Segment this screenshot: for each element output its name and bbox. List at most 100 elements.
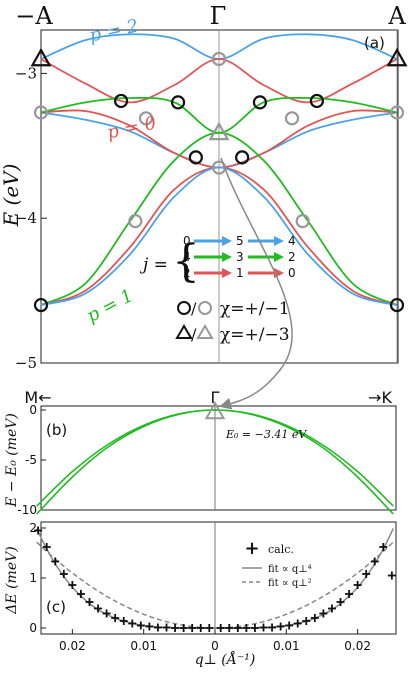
panel-b-y-ticks: 0 -5 -10 [17, 403, 46, 517]
calc-point [387, 571, 396, 580]
j-row-arrowhead-1 [222, 268, 232, 278]
panel-b-ylabel: E − E₀ (meV) [4, 413, 20, 508]
panel-b-curves [36, 409, 394, 515]
panel-b-top-label-left: M← [24, 388, 51, 407]
j-row-from: 2 [183, 266, 191, 280]
calc-point [42, 543, 51, 551]
legend-quartic-label: fit ∝ q⊥⁴ [268, 564, 312, 575]
panel-c-xtick-label: 0.02 [59, 639, 86, 653]
calc-point [94, 604, 103, 613]
marker-circle-grey [284, 111, 300, 126]
panel-c-ytick-label: 1 [29, 571, 37, 585]
band-curve-7 [40, 166, 398, 306]
chi-legend-slash-2: / [191, 325, 197, 344]
marker-circle-grey [389, 105, 405, 120]
chi-legend-label-1: χ=+/−1 [220, 299, 290, 319]
j-row-arrowhead-2 [274, 252, 284, 262]
marker-circle-dark [235, 150, 250, 165]
marker-triangle-dark [386, 47, 408, 67]
marker-triangle-grey [208, 121, 230, 141]
panel-c: ΔE (meV) 2 1 0 0.02 0.01 0 0.01 0.02 (c) q⊥ (Å⁻… [4, 521, 397, 668]
chi-legend-label-3: χ=+/−3 [220, 325, 290, 345]
panel-a-top-label-left: −A [15, 2, 53, 30]
panel-a-y-ticks: −3 −4 −5 [15, 64, 47, 372]
calc-point [310, 614, 319, 622]
panel-a: −A Γ A E (eV) −3 −4 −5 (a) p = 2p = 0p = 1… [0, 2, 408, 372]
legend-calc-label: calc. [268, 543, 294, 556]
calc-point [179, 624, 188, 632]
panel-b-ytick-label: 0 [29, 403, 37, 417]
j-row-arrowhead-2 [274, 236, 284, 246]
j-row-mid: 1 [236, 266, 244, 280]
j-row-from: 4 [183, 250, 191, 264]
panel-b-top-label-gamma: Γ [211, 388, 220, 407]
marker-circle-dark [188, 150, 203, 165]
calc-point [119, 617, 128, 625]
calc-point [34, 526, 43, 535]
calc-point [51, 557, 60, 566]
zoom-arrow [219, 157, 293, 410]
marker-circle-grey [295, 214, 310, 229]
calc-point [362, 570, 371, 578]
j-row-arrowhead-1 [222, 236, 232, 246]
marker-triangle-dark [30, 47, 52, 67]
calc-point [145, 622, 154, 631]
calc-point [225, 624, 234, 632]
calc-point [205, 624, 214, 632]
panel-a-band-curves [40, 33, 398, 306]
band-curve-2 [40, 58, 398, 104]
panel-b-frame [40, 405, 397, 511]
calc-point [85, 598, 94, 606]
j-row-to: 4 [288, 234, 296, 248]
calc-point [153, 623, 162, 632]
panel-a-top-label-right: A [387, 2, 406, 30]
calc-point [345, 590, 354, 598]
panel-c-xtick-label: 0.01 [130, 639, 157, 653]
calc-point [285, 621, 294, 630]
panel-c-frame [40, 521, 397, 635]
calc-point [102, 609, 111, 618]
marker-circle-dark [252, 95, 268, 110]
calc-point [370, 557, 379, 566]
panel-a-ylabel: E (eV) [0, 164, 23, 228]
band-label-2: p = 1 [83, 285, 137, 327]
panel-a-top-label-gamma: Γ [210, 2, 227, 30]
marker-circle-grey [33, 105, 49, 120]
marker-circle-dark [389, 297, 405, 313]
calc-point [268, 623, 277, 632]
panel-c-ytick-label: 0 [29, 621, 37, 635]
calc-point [171, 624, 180, 632]
panel-b-top-label-right: →K [368, 388, 392, 407]
panel-a-symmetry-markers [30, 47, 408, 313]
j-legend: j = { 0 5 4 4 3 2 2 1 0 [139, 234, 296, 287]
chi-legend-circle-dark [177, 301, 191, 315]
calc-point [242, 624, 251, 632]
calc-point [111, 614, 120, 622]
calc-point [353, 581, 362, 589]
j-row-to: 2 [288, 250, 296, 264]
panel-b-label: (b) [46, 421, 67, 439]
j-legend-rows: 0 5 4 4 3 2 2 1 0 [183, 234, 296, 280]
panel-a-label: (a) [364, 34, 385, 52]
chi-legend-circle-grey [198, 301, 212, 315]
calc-point [68, 581, 77, 589]
calc-point [302, 617, 311, 625]
panel-b-curve-1 [36, 409, 394, 507]
panel-b: M← Γ →K E − E₀ (meV) 0 -5 -10 (b) E₀ = −3.… [4, 388, 397, 517]
calc-point [188, 624, 197, 632]
panel-b-ytick-label: -5 [25, 453, 37, 467]
calc-point [293, 619, 302, 628]
j-row-to: 0 [288, 266, 296, 280]
chi-legend-slash: / [191, 299, 197, 318]
calc-point [59, 570, 68, 578]
calc-point [128, 619, 137, 628]
band-label-0: p = 2 [88, 16, 141, 47]
panel-c-ytick-label: 2 [29, 521, 37, 535]
panel-c-xtick-label: 0.02 [344, 639, 371, 653]
calc-point [259, 623, 268, 632]
panel-c-legend: + calc. fit ∝ q⊥⁴ fit ∝ q⊥² [242, 538, 312, 589]
marker-circle-grey [211, 51, 227, 67]
j-row-from: 0 [183, 234, 191, 248]
panel-c-ticks: 2 1 0 0.02 0.01 0 0.01 0.02 [29, 521, 371, 653]
